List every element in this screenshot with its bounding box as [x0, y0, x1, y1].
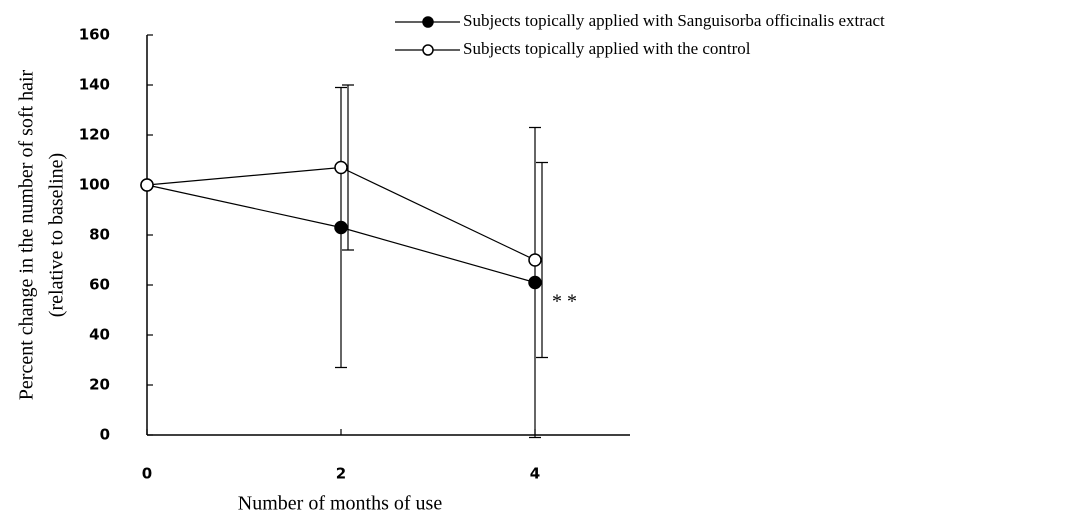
- y-tick-label: 40: [89, 326, 110, 344]
- x-tick-label: 2: [336, 465, 346, 483]
- x-tick-label: 4: [530, 465, 540, 483]
- marker: [334, 160, 348, 175]
- x-tick-label: 0: [142, 465, 152, 483]
- marker: [140, 178, 154, 192]
- y-tick-label: 140: [79, 76, 110, 94]
- marker: [528, 253, 542, 267]
- y-tick-label: 100: [79, 176, 110, 194]
- y-tick-label: 0: [100, 426, 110, 444]
- y-tick-label: 80: [89, 226, 110, 244]
- legend-label: Subjects topically applied with the cont…: [463, 39, 751, 58]
- marker: [528, 275, 542, 290]
- y-tick-label: 20: [89, 376, 110, 394]
- legend-marker: [422, 16, 434, 28]
- x-axis-label: Number of months of use: [238, 493, 443, 515]
- legend-label: Subjects topically applied with Sanguiso…: [463, 11, 885, 30]
- y-axis-label: Percent change in the number of soft hai…: [16, 69, 38, 400]
- y-axis-label: (relative to baseline): [46, 153, 68, 317]
- y-tick-label: 60: [89, 276, 110, 294]
- y-tick-label: 160: [79, 26, 110, 44]
- marker: [334, 220, 348, 235]
- error-bar: [342, 84, 354, 251]
- y-tick-label: 120: [79, 126, 110, 144]
- error-bar: [536, 161, 548, 359]
- legend-marker: [422, 44, 434, 56]
- annotation: * *: [552, 291, 577, 313]
